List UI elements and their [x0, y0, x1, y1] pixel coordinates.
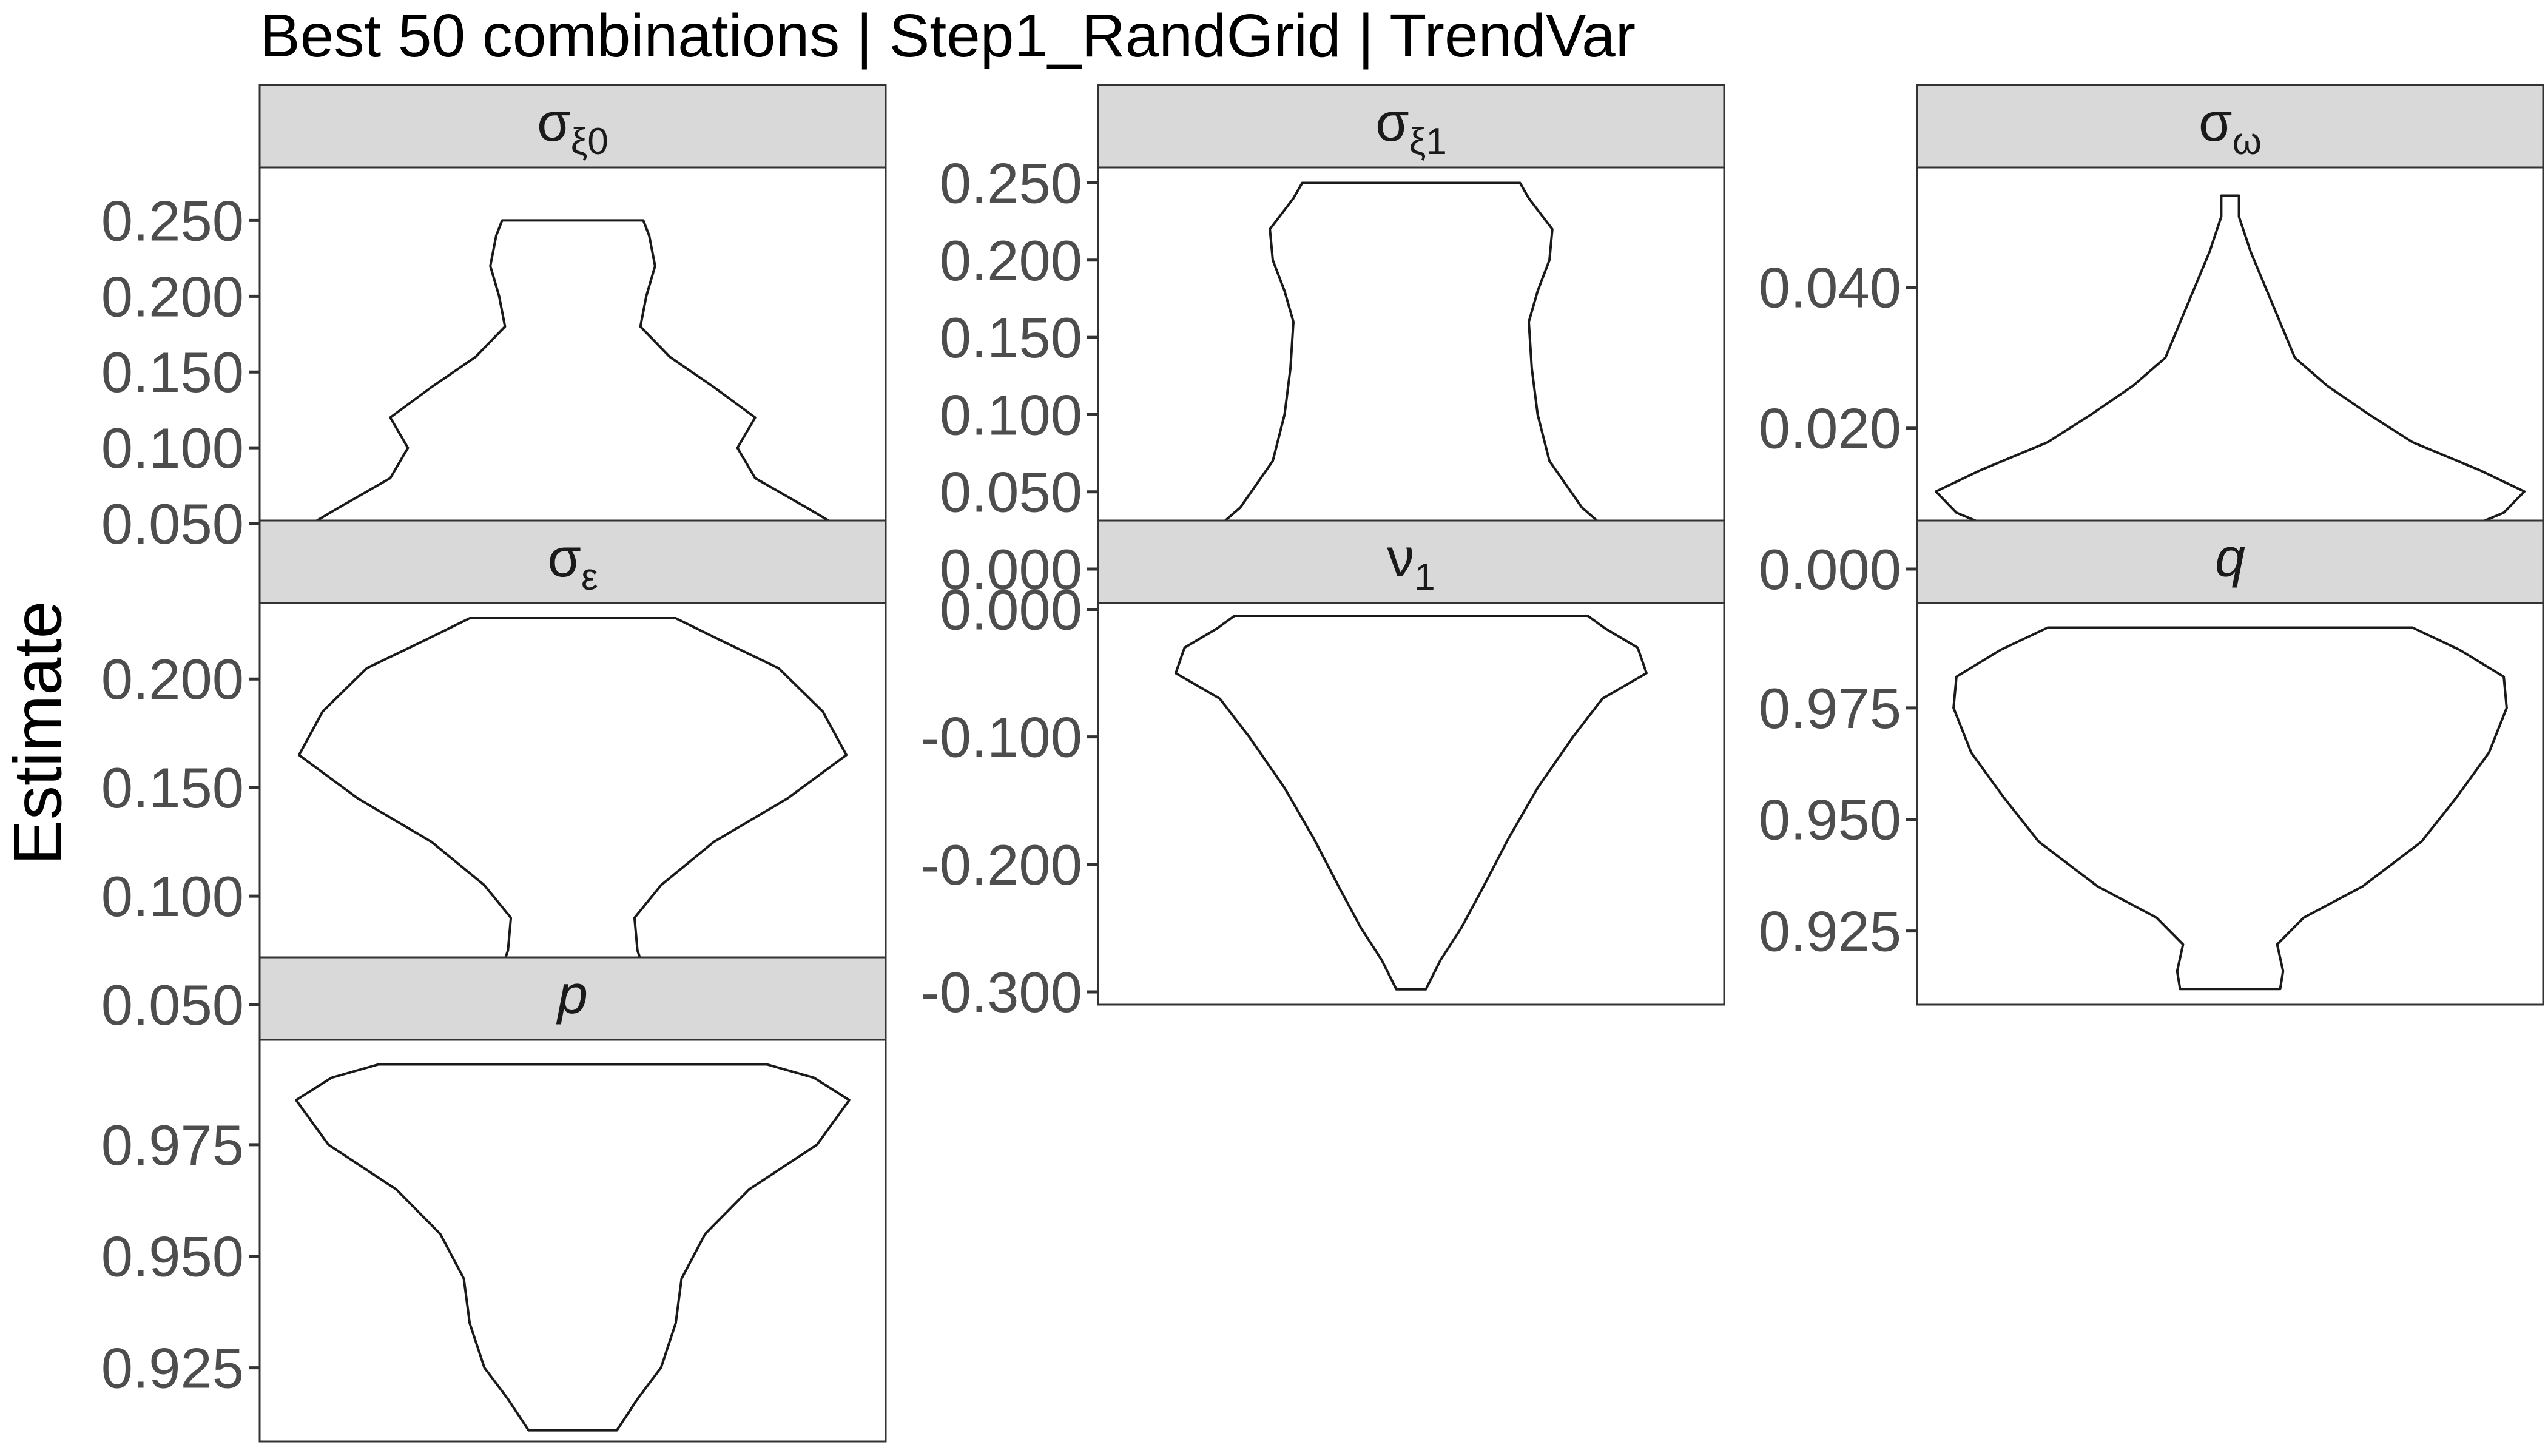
violin-shape: [1192, 181, 1630, 555]
y-tick-label: 0.925: [1759, 900, 1901, 963]
y-tick-label: 0.925: [101, 1336, 244, 1400]
y-tick-label: 0.040: [1759, 255, 1901, 319]
facet-label: σξ0: [537, 92, 608, 163]
y-tick-label: 0.100: [101, 416, 244, 480]
y-tick-label: 0.200: [101, 647, 244, 711]
y-tick-label: 0.000: [1759, 538, 1901, 601]
y-tick-label: 0.000: [940, 578, 1082, 642]
violin-shape: [1952, 626, 2508, 991]
y-tick-label: 0.150: [101, 756, 244, 820]
violin-shape: [1175, 615, 1648, 991]
y-tick-label: 0.250: [101, 189, 244, 252]
y-tick-label: 0.200: [940, 229, 1082, 292]
y-tick-label: 0.975: [101, 1113, 244, 1177]
y-tick-label: -0.300: [920, 960, 1082, 1024]
facet-label: p: [556, 965, 588, 1025]
y-tick-label: 0.150: [940, 306, 1082, 369]
facet-strip: [1916, 519, 2544, 604]
y-tick-label: 0.050: [101, 492, 244, 556]
facet-panel: p 0.925 0.950 0.975: [101, 956, 887, 1443]
violin-shape: [277, 219, 868, 548]
facet-panel: σω 0.000 0.020 0.040: [1759, 84, 2544, 601]
y-tick-label: -0.100: [920, 706, 1082, 769]
y-tick-label: -0.200: [920, 833, 1082, 897]
facet-panel: q 0.925 0.950 0.975: [1759, 519, 2544, 1006]
y-tick-label: 0.200: [101, 265, 244, 328]
y-tick-label: 0.020: [1759, 397, 1901, 460]
y-tick-label: 0.950: [101, 1225, 244, 1289]
facet-panel: σξ1 0.000 0.050 0.100 0.150 0.200 0.250: [940, 84, 1725, 601]
y-tick-label: 0.950: [1759, 788, 1901, 852]
plot-title: Best 50 combinations | Step1_RandGrid | …: [260, 2, 1636, 70]
y-tick-label: 0.150: [101, 340, 244, 404]
y-tick-label: 0.250: [940, 151, 1082, 215]
facet-label: σω: [2199, 92, 2262, 163]
y-tick-label: 0.100: [101, 864, 244, 928]
y-tick-label: 0.050: [101, 973, 244, 1037]
facet-strip: [258, 519, 887, 604]
y-tick-label: 0.050: [940, 460, 1082, 524]
violin-shape: [295, 1063, 851, 1432]
y-tick-label: 0.100: [940, 383, 1082, 447]
facet-label: q: [2215, 528, 2245, 588]
y-tick-label: 0.975: [1759, 676, 1901, 740]
facet-label: σξ1: [1375, 92, 1447, 163]
facet-panel: ν1 -0.300 -0.200 -0.100 0.000: [920, 519, 1725, 1024]
facet-label: ν1: [1387, 528, 1435, 598]
facet-panel: σε 0.050 0.100 0.150 0.200: [101, 519, 887, 1037]
facet-strip: [258, 84, 887, 169]
violin-shape: [1935, 194, 2526, 564]
facet-label: σε: [547, 528, 598, 598]
violin-shape: [297, 617, 848, 991]
y-tick-label: 0.000: [940, 538, 1082, 601]
facet-panel: σξ0 0.050 0.100 0.150 0.200 0.250: [101, 84, 887, 570]
